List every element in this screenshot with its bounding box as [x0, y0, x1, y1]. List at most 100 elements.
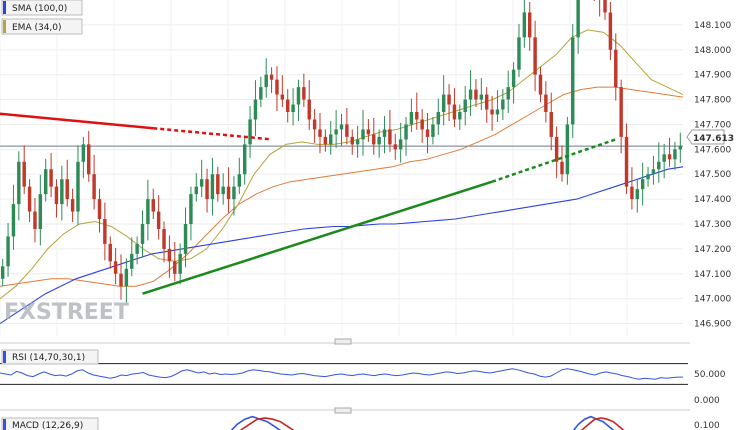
y-tick-label: 147.300: [694, 220, 731, 230]
legend-item-sma[interactable]: SMA (100,0): [1, 0, 83, 16]
rsi-label-box[interactable]: RSI (14,70,30,1): [1, 349, 99, 365]
legend-swatch: [3, 1, 6, 14]
candle-up: [458, 112, 462, 120]
candle-down: [603, 0, 607, 13]
candle-down: [27, 186, 32, 212]
legend-swatch: [3, 419, 6, 430]
rsi-pane[interactable]: 50.000 0.000: [0, 363, 726, 406]
candle-up: [565, 124, 570, 175]
candle-down: [70, 199, 75, 212]
candle-down: [366, 129, 371, 135]
y-tick-label: 148.000: [694, 46, 731, 56]
candle-up: [140, 224, 145, 244]
current-price-tag: 147.613: [686, 129, 734, 145]
candle-down: [630, 186, 634, 200]
y-tick-label: 148.100: [694, 21, 731, 31]
candle-down: [65, 179, 69, 200]
series-line-ema-long: [0, 86, 684, 287]
macd-pane[interactable]: 0.100: [222, 415, 720, 430]
candle-up: [678, 146, 683, 150]
resistance-trendline[interactable]: [0, 112, 154, 130]
candle-down: [205, 179, 209, 200]
candle-up: [130, 253, 134, 269]
candle-down: [285, 99, 290, 112]
legend-item-ema[interactable]: EMA (34,0): [1, 18, 83, 35]
candle-up: [81, 144, 86, 162]
y-tick-label: 147.900: [694, 71, 731, 81]
candle-down: [54, 186, 59, 205]
support-trendline-projection[interactable]: [491, 138, 617, 183]
candle-up: [183, 224, 188, 254]
pane-resize-handle[interactable]: [334, 338, 352, 345]
candle-down: [156, 211, 161, 229]
candle-down: [544, 94, 548, 112]
candle-down: [415, 112, 419, 120]
candle-up: [495, 109, 500, 115]
candle-up: [264, 74, 268, 88]
rsi-tick-label: 50.000: [694, 370, 726, 380]
candle-up: [361, 129, 365, 140]
y-tick-label: 147.600: [694, 145, 731, 155]
candle-down: [97, 199, 102, 220]
candle-down: [87, 144, 91, 175]
y-tick-label: 147.500: [694, 170, 731, 180]
support-trendline[interactable]: [142, 180, 493, 295]
candle-up: [506, 87, 510, 100]
rsi-line: [0, 368, 683, 380]
candle-down: [269, 74, 274, 80]
candle-down: [447, 94, 451, 105]
candle-up: [259, 87, 263, 100]
candle-down: [393, 144, 398, 150]
candle-down: [103, 219, 107, 244]
candle-down: [22, 161, 26, 187]
candle-up: [17, 161, 21, 205]
candle-down: [388, 129, 392, 145]
macd-label: MACD (12,26,9): [12, 421, 83, 430]
candle-down: [113, 261, 118, 274]
candle-up: [221, 186, 225, 195]
y-tick-label: 147.200: [694, 245, 731, 255]
candle-up: [237, 174, 242, 187]
candle-up: [199, 179, 204, 187]
candle-up: [232, 186, 236, 200]
macd-signal-line: [239, 417, 295, 430]
macd-signal-line: [580, 417, 625, 430]
macd-tick-label: 0.100: [694, 421, 720, 430]
resistance-trendline-projection[interactable]: [153, 126, 272, 141]
candle-up: [576, 0, 580, 38]
candle-up: [441, 94, 446, 112]
candle-down: [560, 161, 564, 175]
candle-down: [345, 124, 349, 137]
candle-up: [409, 112, 414, 125]
candle-up: [436, 112, 441, 125]
candle-up: [404, 124, 408, 140]
candle-down: [275, 79, 279, 95]
candle-down: [619, 87, 623, 137]
candle-down: [533, 37, 537, 75]
candle-up: [463, 99, 467, 112]
candle-down: [350, 136, 354, 145]
legend-swatch: [3, 20, 6, 33]
pane-resize-handle[interactable]: [334, 407, 352, 414]
candle-up: [248, 119, 252, 145]
candle-up: [189, 194, 193, 224]
candle-down: [151, 199, 155, 212]
candle-down: [490, 109, 494, 115]
candle-up: [194, 186, 199, 195]
macd-label-box[interactable]: MACD (12,26,9): [1, 417, 99, 430]
candle-down: [323, 136, 328, 145]
candle-down: [484, 94, 489, 110]
price-pane[interactable]: 148.100 148.000 147.900 147.800 147.700 147.6…: [0, 0, 731, 336]
candle-up: [640, 179, 645, 190]
candle-up: [210, 174, 215, 200]
candle-down: [167, 248, 172, 262]
candle-up: [431, 124, 435, 137]
candle-down: [549, 112, 553, 137]
candle-up: [291, 104, 295, 112]
candle-up: [339, 124, 344, 130]
candle-up: [146, 199, 150, 224]
candle-up: [651, 169, 656, 175]
y-tick-label: 146.900: [694, 320, 731, 330]
candle-up: [60, 179, 64, 205]
